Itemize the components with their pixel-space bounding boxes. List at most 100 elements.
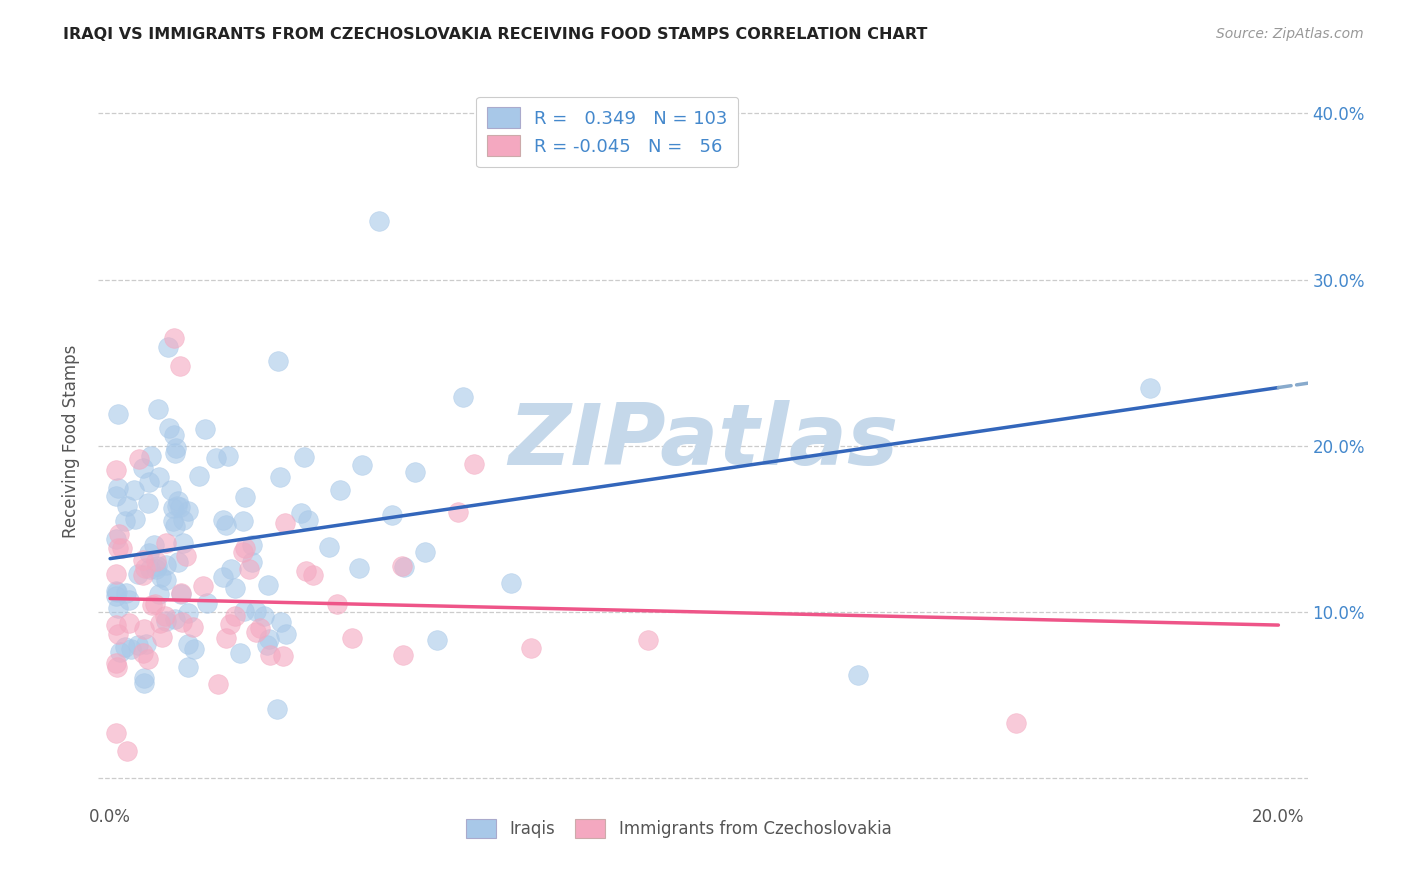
Point bbox=[217, 449, 239, 463]
Point bbox=[146, 401, 169, 416]
Point bbox=[318, 541, 340, 555]
Point bbox=[111, 541, 134, 556]
Point bbox=[141, 598, 163, 612]
Point bbox=[276, 627, 298, 641]
Point bbox=[207, 676, 229, 690]
Point bbox=[205, 451, 228, 466]
Point bbox=[155, 558, 177, 573]
Point bbox=[127, 567, 149, 582]
Point bbox=[167, 555, 190, 569]
Point bbox=[242, 538, 264, 552]
Point bbox=[232, 545, 254, 559]
Point bbox=[127, 638, 149, 652]
Point bbox=[183, 641, 205, 656]
Point bbox=[155, 615, 177, 629]
Point bbox=[340, 631, 363, 645]
Point bbox=[136, 652, 159, 666]
Point bbox=[212, 570, 235, 584]
Point bbox=[162, 428, 184, 442]
Point bbox=[245, 603, 267, 617]
Point bbox=[162, 501, 184, 516]
Point bbox=[297, 513, 319, 527]
Point bbox=[104, 462, 127, 476]
Point bbox=[104, 490, 127, 504]
Point bbox=[143, 538, 166, 552]
Point bbox=[380, 508, 402, 522]
Point bbox=[259, 632, 281, 646]
Point bbox=[415, 545, 437, 559]
Point bbox=[134, 671, 156, 685]
Point bbox=[235, 541, 257, 556]
Point bbox=[269, 470, 291, 484]
Point bbox=[107, 627, 129, 641]
Point bbox=[110, 644, 132, 658]
Point bbox=[156, 340, 179, 354]
Point bbox=[134, 622, 156, 636]
Point bbox=[165, 446, 187, 460]
Point bbox=[159, 483, 181, 498]
Point bbox=[404, 465, 426, 479]
Point bbox=[188, 469, 211, 483]
Point bbox=[224, 581, 246, 595]
Point bbox=[145, 558, 167, 573]
Text: IRAQI VS IMMIGRANTS FROM CZECHOSLOVAKIA RECEIVING FOOD STAMPS CORRELATION CHART: IRAQI VS IMMIGRANTS FROM CZECHOSLOVAKIA … bbox=[63, 27, 928, 42]
Point bbox=[114, 514, 136, 528]
Point bbox=[176, 549, 198, 563]
Point bbox=[135, 637, 157, 651]
Point bbox=[177, 637, 200, 651]
Point bbox=[177, 660, 200, 674]
Point bbox=[181, 619, 204, 633]
Point bbox=[104, 618, 127, 632]
Point bbox=[132, 568, 155, 582]
Point bbox=[172, 513, 194, 527]
Point bbox=[392, 648, 415, 663]
Point bbox=[191, 579, 214, 593]
Legend: Iraqis, Immigrants from Czechoslovakia: Iraqis, Immigrants from Czechoslovakia bbox=[460, 813, 898, 845]
Point bbox=[170, 586, 193, 600]
Point bbox=[104, 726, 127, 740]
Point bbox=[107, 481, 129, 495]
Point bbox=[124, 512, 146, 526]
Point bbox=[166, 499, 188, 513]
Point bbox=[170, 615, 193, 629]
Point bbox=[256, 638, 278, 652]
Point bbox=[149, 615, 172, 630]
Point bbox=[219, 616, 242, 631]
Point bbox=[134, 560, 156, 574]
Point bbox=[292, 450, 315, 464]
Point bbox=[145, 554, 167, 568]
Point bbox=[169, 500, 191, 514]
Point bbox=[132, 460, 155, 475]
Point bbox=[163, 612, 186, 626]
Point bbox=[229, 646, 252, 660]
Point bbox=[295, 564, 318, 578]
Point bbox=[132, 675, 155, 690]
Point bbox=[266, 354, 288, 368]
Point bbox=[104, 532, 127, 546]
Point bbox=[138, 562, 160, 576]
Point bbox=[177, 606, 200, 620]
Point bbox=[117, 744, 139, 758]
Text: Source: ZipAtlas.com: Source: ZipAtlas.com bbox=[1216, 27, 1364, 41]
Point bbox=[463, 457, 485, 471]
Point bbox=[104, 657, 127, 671]
Point bbox=[290, 506, 312, 520]
Point bbox=[219, 562, 242, 576]
Point bbox=[329, 483, 352, 498]
Point bbox=[105, 585, 128, 599]
Point bbox=[846, 668, 869, 682]
Point bbox=[259, 648, 281, 662]
Point bbox=[104, 566, 127, 581]
Point bbox=[394, 559, 416, 574]
Point bbox=[257, 578, 280, 592]
Point bbox=[273, 516, 295, 530]
Point bbox=[211, 513, 233, 527]
Point bbox=[107, 407, 129, 421]
Point bbox=[165, 441, 187, 455]
Point bbox=[253, 608, 276, 623]
Point bbox=[240, 555, 263, 569]
Point bbox=[326, 597, 349, 611]
Point bbox=[104, 590, 127, 604]
Point bbox=[195, 596, 218, 610]
Point bbox=[271, 648, 294, 663]
